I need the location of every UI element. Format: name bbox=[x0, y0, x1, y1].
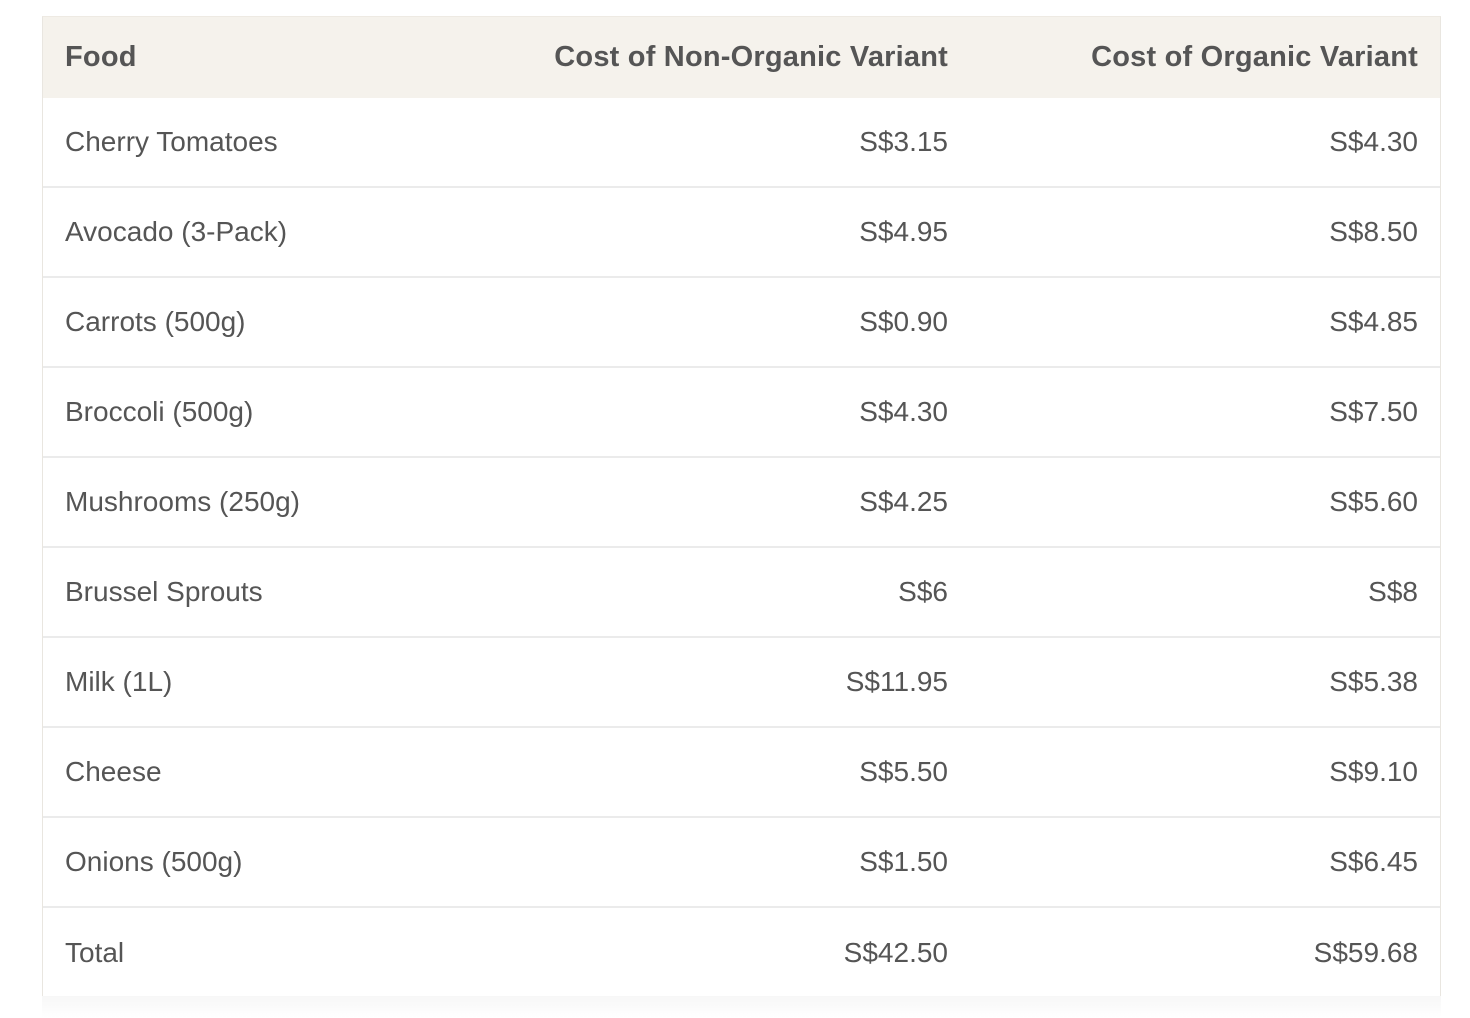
food-cell: Cheese bbox=[65, 756, 162, 787]
non-organic-cost-cell: S$4.25 bbox=[859, 486, 948, 517]
organic-cost-cell: S$8 bbox=[1368, 576, 1418, 607]
organic-cost-cell: S$8.50 bbox=[1329, 216, 1418, 247]
food-cell: Carrots (500g) bbox=[65, 306, 246, 337]
total-label-cell: Total bbox=[65, 936, 125, 968]
table-bottom-shadow bbox=[42, 996, 1441, 1018]
header-organic-cost: Cost of Organic Variant bbox=[1091, 41, 1418, 73]
non-organic-cost-cell: S$11.95 bbox=[845, 666, 948, 697]
organic-cost-cell: S$9.10 bbox=[1329, 756, 1418, 787]
price-comparison-table-container: Food Cost of Non-Organic Variant Cost of… bbox=[42, 16, 1441, 998]
non-organic-cost-cell: S$3.15 bbox=[859, 126, 948, 157]
table-row: Avocado (3-Pack) S$4.95 S$8.50 bbox=[43, 187, 1440, 277]
table-row: Milk (1L) S$11.95 S$5.38 bbox=[43, 637, 1440, 727]
non-organic-cost-cell: S$6 bbox=[898, 576, 948, 607]
total-non-organic-cost-cell: S$42.50 bbox=[843, 936, 948, 968]
table-body: Cherry Tomatoes S$3.15 S$4.30 Avocado (3… bbox=[43, 98, 1440, 997]
food-cell: Milk (1L) bbox=[65, 666, 173, 697]
organic-cost-cell: S$4.85 bbox=[1329, 306, 1418, 337]
non-organic-cost-cell: S$0.90 bbox=[859, 306, 948, 337]
table-row-total: Total S$42.50 S$59.68 bbox=[43, 907, 1440, 997]
table-header: Food Cost of Non-Organic Variant Cost of… bbox=[43, 17, 1440, 98]
food-cell: Avocado (3-Pack) bbox=[65, 216, 288, 247]
table-row: Cheese S$5.50 S$9.10 bbox=[43, 727, 1440, 817]
table-row: Onions (500g) S$1.50 S$6.45 bbox=[43, 817, 1440, 907]
food-cell: Brussel Sprouts bbox=[65, 576, 263, 607]
food-cell: Mushrooms (250g) bbox=[65, 486, 300, 517]
food-cell: Cherry Tomatoes bbox=[65, 126, 278, 157]
organic-cost-cell: S$7.50 bbox=[1329, 396, 1418, 427]
header-non-organic-cost: Cost of Non-Organic Variant bbox=[554, 41, 948, 73]
food-cell: Broccoli (500g) bbox=[65, 396, 254, 427]
food-cell: Onions (500g) bbox=[65, 846, 243, 877]
table-header-row: Food Cost of Non-Organic Variant Cost of… bbox=[43, 17, 1440, 98]
table-row: Mushrooms (250g) S$4.25 S$5.60 bbox=[43, 457, 1440, 547]
non-organic-cost-cell: S$1.50 bbox=[859, 846, 948, 877]
table-row: Cherry Tomatoes S$3.15 S$4.30 bbox=[43, 98, 1440, 187]
price-comparison-table: Food Cost of Non-Organic Variant Cost of… bbox=[43, 17, 1440, 997]
organic-cost-cell: S$5.38 bbox=[1329, 666, 1418, 697]
non-organic-cost-cell: S$4.95 bbox=[859, 216, 948, 247]
organic-cost-cell: S$5.60 bbox=[1329, 486, 1418, 517]
non-organic-cost-cell: S$5.50 bbox=[859, 756, 948, 787]
table-row: Carrots (500g) S$0.90 S$4.85 bbox=[43, 277, 1440, 367]
organic-cost-cell: S$6.45 bbox=[1329, 846, 1418, 877]
table-row: Brussel Sprouts S$6 S$8 bbox=[43, 547, 1440, 637]
header-food: Food bbox=[65, 41, 137, 73]
table-row: Broccoli (500g) S$4.30 S$7.50 bbox=[43, 367, 1440, 457]
total-organic-cost-cell: S$59.68 bbox=[1313, 936, 1418, 968]
organic-cost-cell: S$4.30 bbox=[1329, 126, 1418, 157]
non-organic-cost-cell: S$4.30 bbox=[859, 396, 948, 427]
